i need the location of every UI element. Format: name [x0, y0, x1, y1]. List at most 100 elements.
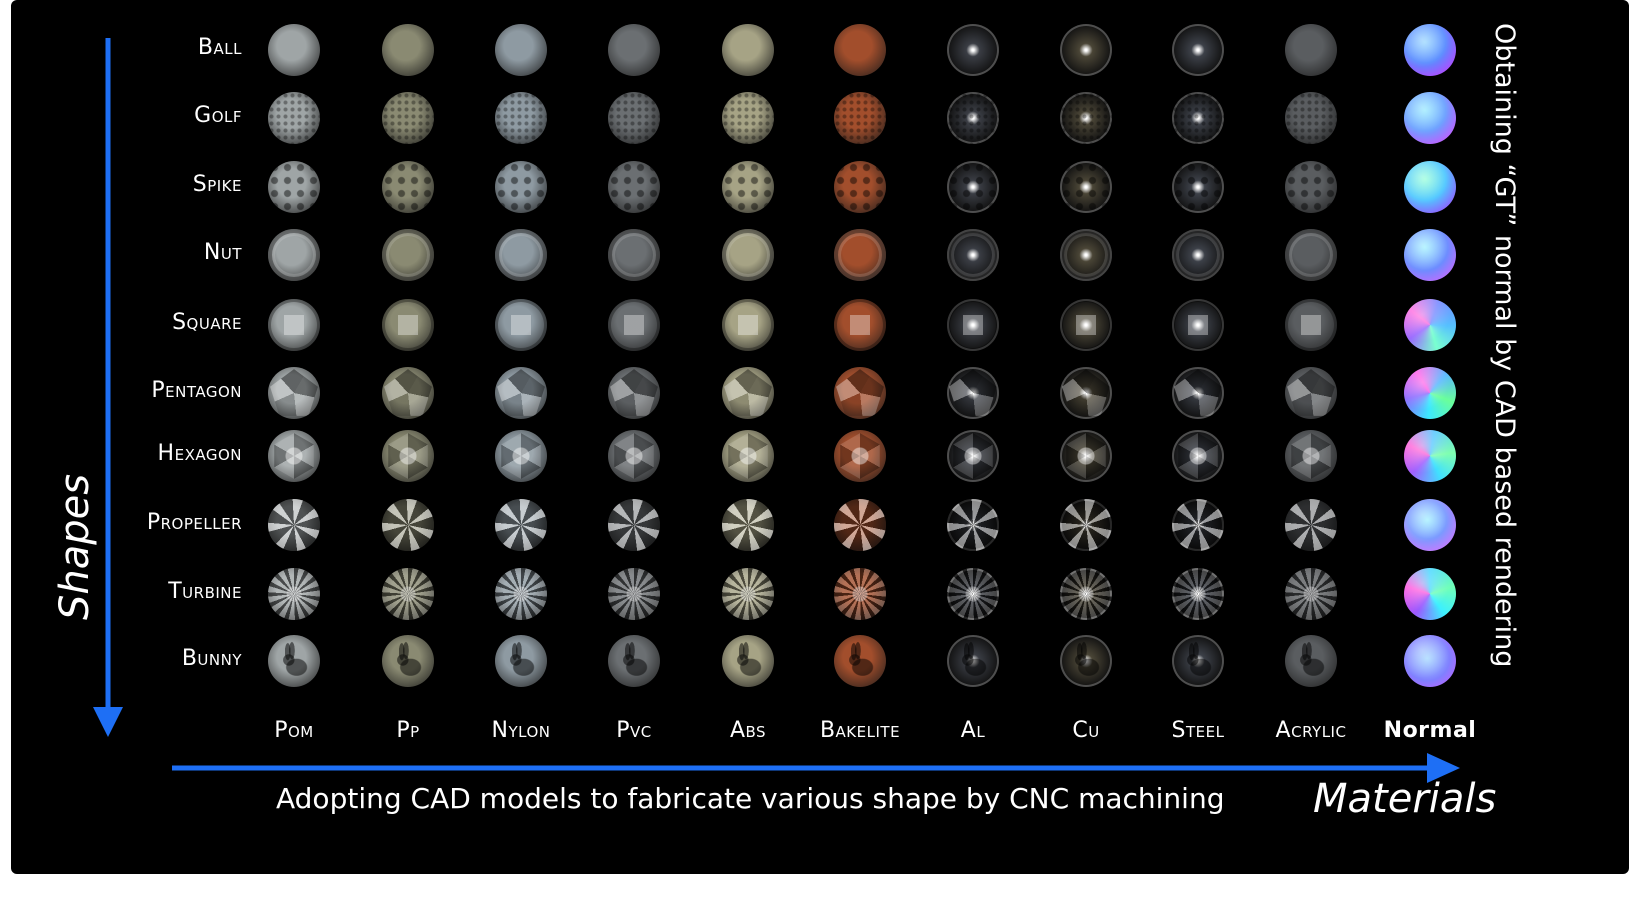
sample-golf-steel: [1172, 92, 1224, 144]
sample-turbine-acrylic: [1285, 568, 1337, 620]
sample-propeller-abs: [722, 499, 774, 551]
sample-square-pp: [382, 299, 434, 351]
sample-bunny-steel: [1172, 635, 1224, 687]
row-label-square: Square: [172, 310, 242, 335]
sample-spike-nylon: [495, 161, 547, 213]
row-label-nut: Nut: [203, 240, 242, 265]
sample-bunny-pom: [268, 635, 320, 687]
materials-axis-label: Materials: [1313, 776, 1497, 822]
sample-bunny-cu: [1060, 635, 1112, 687]
sample-pentagon-nylon: [495, 367, 547, 419]
sample-square-steel: [1172, 299, 1224, 351]
side-caption: Obtaining “GT” normal by CAD based rende…: [1489, 23, 1520, 668]
sample-nut-pom: [268, 229, 320, 281]
sample-square-cu: [1060, 299, 1112, 351]
sample-ball-normal: [1404, 24, 1456, 76]
sample-bunny-bakelite: [834, 635, 886, 687]
sample-golf-al: [947, 92, 999, 144]
bottom-caption: Adopting CAD models to fabricate various…: [276, 782, 1225, 815]
column-label-steel: Steel: [1171, 718, 1225, 743]
sample-turbine-bakelite: [834, 568, 886, 620]
sample-turbine-pom: [268, 568, 320, 620]
row-label-ball: Ball: [197, 35, 242, 60]
sample-bunny-normal: [1404, 635, 1456, 687]
sample-ball-pvc: [608, 24, 660, 76]
row-label-hexagon: Hexagon: [157, 441, 242, 466]
column-label-acrylic: Acrylic: [1275, 718, 1347, 743]
shapes-axis-label: Shapes: [52, 473, 98, 620]
sample-bunny-al: [947, 635, 999, 687]
sample-propeller-al: [947, 499, 999, 551]
column-label-al: Al: [960, 718, 986, 743]
materials-axis-arrowhead: [1427, 753, 1460, 783]
sample-propeller-nylon: [495, 499, 547, 551]
sample-ball-pom: [268, 24, 320, 76]
sample-square-pvc: [608, 299, 660, 351]
sample-square-al: [947, 299, 999, 351]
sample-spike-normal: [1404, 161, 1456, 213]
sample-pentagon-steel: [1172, 367, 1224, 419]
sample-golf-abs: [722, 92, 774, 144]
sample-golf-pom: [268, 92, 320, 144]
sample-golf-cu: [1060, 92, 1112, 144]
column-label-pvc: Pvc: [616, 718, 652, 743]
sample-nut-normal: [1404, 229, 1456, 281]
sample-propeller-pvc: [608, 499, 660, 551]
sample-nut-pp: [382, 229, 434, 281]
sample-pentagon-normal: [1404, 367, 1456, 419]
sample-hexagon-nylon: [495, 430, 547, 482]
sample-golf-nylon: [495, 92, 547, 144]
sample-turbine-pp: [382, 568, 434, 620]
sample-square-bakelite: [834, 299, 886, 351]
sample-pentagon-al: [947, 367, 999, 419]
sample-hexagon-pom: [268, 430, 320, 482]
shapes-axis-arrowhead: [93, 707, 123, 737]
sample-propeller-normal: [1404, 499, 1456, 551]
sample-ball-bakelite: [834, 24, 886, 76]
sample-pentagon-abs: [722, 367, 774, 419]
sample-turbine-steel: [1172, 568, 1224, 620]
sample-nut-abs: [722, 229, 774, 281]
sample-pentagon-pp: [382, 367, 434, 419]
sample-golf-pp: [382, 92, 434, 144]
sample-pentagon-bakelite: [834, 367, 886, 419]
row-label-spike: Spike: [192, 172, 242, 197]
row-label-golf: Golf: [194, 103, 242, 128]
sample-square-nylon: [495, 299, 547, 351]
sample-propeller-bakelite: [834, 499, 886, 551]
sample-hexagon-abs: [722, 430, 774, 482]
sample-ball-acrylic: [1285, 24, 1337, 76]
sample-golf-pvc: [608, 92, 660, 144]
column-label-bakelite: Bakelite: [819, 718, 901, 743]
column-label-normal: Normal: [1383, 718, 1477, 743]
sample-spike-cu: [1060, 161, 1112, 213]
column-label-nylon: Nylon: [491, 718, 551, 743]
row-label-propeller: Propeller: [146, 510, 242, 535]
sample-turbine-nylon: [495, 568, 547, 620]
sample-ball-steel: [1172, 24, 1224, 76]
sample-turbine-normal: [1404, 568, 1456, 620]
sample-pentagon-pvc: [608, 367, 660, 419]
sample-hexagon-normal: [1404, 430, 1456, 482]
sample-hexagon-pvc: [608, 430, 660, 482]
sample-turbine-cu: [1060, 568, 1112, 620]
sample-square-pom: [268, 299, 320, 351]
sample-square-acrylic: [1285, 299, 1337, 351]
sample-turbine-abs: [722, 568, 774, 620]
sample-spike-abs: [722, 161, 774, 213]
sample-spike-pp: [382, 161, 434, 213]
sample-bunny-pvc: [608, 635, 660, 687]
sample-hexagon-steel: [1172, 430, 1224, 482]
sample-ball-al: [947, 24, 999, 76]
sample-spike-bakelite: [834, 161, 886, 213]
sample-pentagon-acrylic: [1285, 367, 1337, 419]
sample-square-abs: [722, 299, 774, 351]
sample-nut-cu: [1060, 229, 1112, 281]
sample-golf-bakelite: [834, 92, 886, 144]
sample-turbine-pvc: [608, 568, 660, 620]
sample-golf-acrylic: [1285, 92, 1337, 144]
sample-bunny-nylon: [495, 635, 547, 687]
sample-square-normal: [1404, 299, 1456, 351]
column-label-cu: Cu: [1072, 718, 1100, 743]
